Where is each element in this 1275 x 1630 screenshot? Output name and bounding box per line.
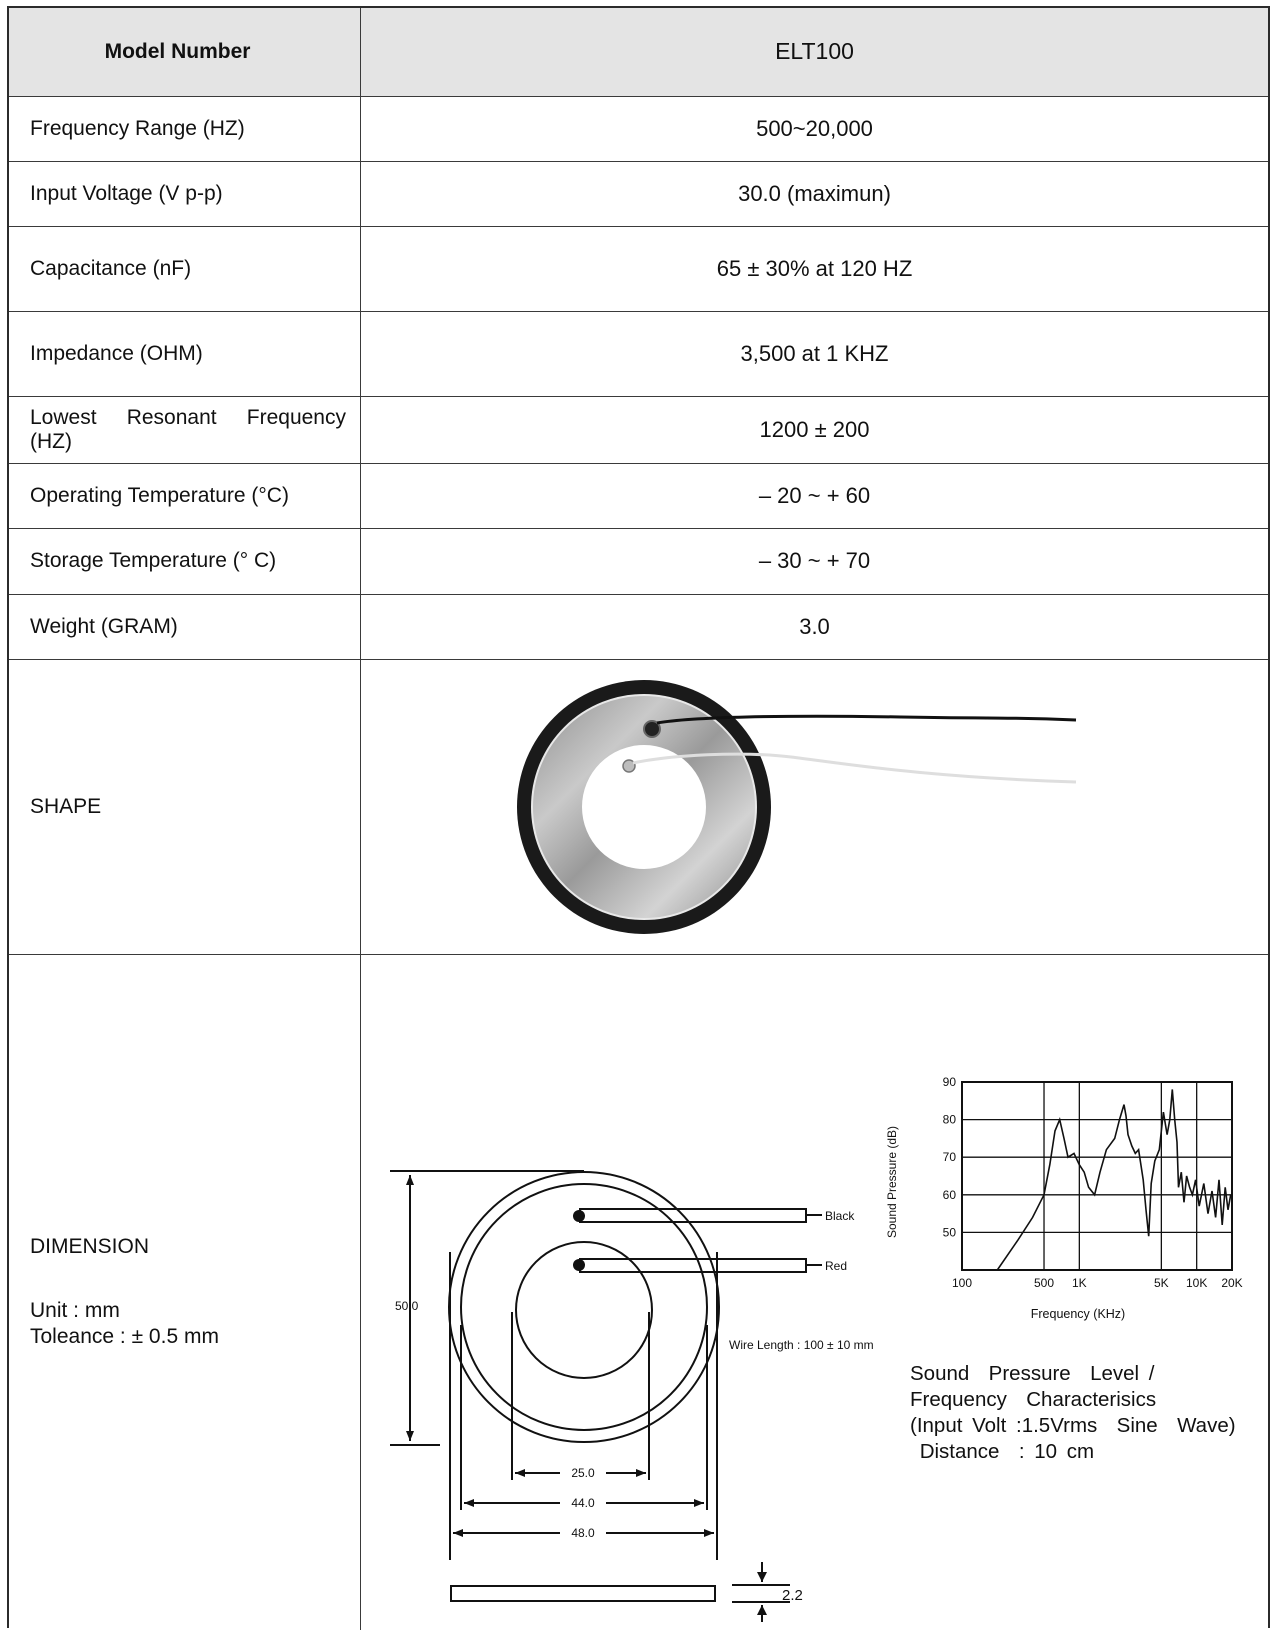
y-tick-label: 60 xyxy=(943,1188,957,1202)
plot-frame xyxy=(961,1081,1233,1271)
black-solder-point xyxy=(643,720,661,738)
spec-row: Impedance (OHM) 3,500 at 1 KHZ xyxy=(9,311,1268,397)
dimension-row: DIMENSION Unit : mm Toleance : ± 0.5 mm xyxy=(9,954,1268,1630)
x-tick-labels: 100 500 1K 5K 10K 20K xyxy=(952,1276,1243,1290)
white-wire xyxy=(632,752,1077,784)
spec-label: Frequency Range (HZ) xyxy=(9,96,361,161)
spec-label: Input Voltage (V p-p) xyxy=(9,161,361,226)
spec-row: Input Voltage (V p-p) 30.0 (maximun) xyxy=(9,161,1268,227)
header-row: Model Number ELT100 xyxy=(9,8,1268,97)
y-tick-label: 70 xyxy=(943,1150,957,1164)
spec-label: Operating Temperature (°C) xyxy=(9,463,361,528)
spec-sheet: Model Number ELT100 Frequency Range (HZ)… xyxy=(7,6,1270,1630)
chart-grid xyxy=(961,1081,1233,1271)
y-tick-label: 50 xyxy=(943,1225,957,1239)
spec-label: Impedance (OHM) xyxy=(9,311,361,396)
spec-value: 1200 ± 200 xyxy=(759,416,870,442)
outer-diameter-dimension: 48.0 xyxy=(571,1526,595,1540)
piezo-center xyxy=(582,745,706,869)
spec-value: 500~20,000 xyxy=(756,115,873,141)
spec-label: Lowest Resonant Frequency (HZ) xyxy=(30,405,346,453)
x-tick-label: 10K xyxy=(1186,1276,1207,1290)
spec-value: – 20 ~ + 60 xyxy=(758,482,871,508)
y-tick-label: 80 xyxy=(943,1113,957,1127)
spec-row: Capacitance (nF) 65 ± 30% at 120 HZ xyxy=(9,226,1268,312)
spl-caption-line: (Input Volt :1.5Vrms Sine Wave) xyxy=(910,1414,1236,1437)
spl-series-line xyxy=(996,1089,1232,1271)
black-wire-outline xyxy=(579,1208,807,1223)
black-wire xyxy=(656,714,1077,725)
shape-label: SHAPE xyxy=(9,659,361,954)
shape-photo-cell xyxy=(361,659,1268,954)
spec-value: – 30 ~ + 70 xyxy=(758,548,871,573)
side-profile xyxy=(450,1585,716,1602)
wire-length-note: Wire Length : 100 ± 10 mm xyxy=(729,1338,874,1352)
red-wire-outline xyxy=(579,1258,807,1273)
spec-row: Lowest Resonant Frequency (HZ) 1200 ± 20… xyxy=(9,396,1268,464)
dimension-label-cell: DIMENSION Unit : mm Toleance : ± 0.5 mm xyxy=(9,954,361,1630)
buzzer-photo xyxy=(517,680,1077,934)
spl-frequency-chart: 50 60 70 80 90 100 500 1K 5K 10K 20K Sound Pressu… xyxy=(885,1075,1243,1321)
height-dimension: 50.0 xyxy=(395,1299,419,1313)
y-axis-label: Sound Pressure (dB) xyxy=(885,1126,899,1238)
spec-value: 30.0 (maximun) xyxy=(738,180,891,206)
spec-value: 65 ± 30% at 120 HZ xyxy=(716,255,913,281)
spec-row: Storage Temperature (° C) – 30 ~ + 70 xyxy=(9,528,1268,595)
spec-row: Weight (GRAM) 3.0 xyxy=(9,594,1268,660)
x-axis-label: Frequency (KHz) xyxy=(1031,1307,1125,1321)
mid-diameter-dimension: 44.0 xyxy=(571,1496,595,1510)
red-wire-label: Red xyxy=(825,1259,847,1273)
spec-row: Operating Temperature (°C) – 20 ~ + 60 xyxy=(9,463,1268,529)
spec-label-wrapper: Lowest Resonant Frequency (HZ) xyxy=(9,396,361,463)
y-tick-labels: 50 60 70 80 90 xyxy=(943,1075,957,1239)
inner-circle xyxy=(515,1241,653,1379)
spl-caption-line: Distance : 10 cm xyxy=(910,1440,1095,1463)
thickness-dimension: 2.2 xyxy=(782,1587,803,1604)
outer-circle xyxy=(448,1171,720,1443)
model-number-value: ELT100 xyxy=(775,38,854,64)
x-tick-label: 5K xyxy=(1154,1276,1169,1290)
x-tick-label: 100 xyxy=(952,1276,972,1290)
spec-label: Capacitance (nF) xyxy=(9,226,361,311)
y-tick-label: 90 xyxy=(943,1075,957,1089)
spec-label: Storage Temperature (° C) xyxy=(9,528,361,594)
unit-text: Unit : mm xyxy=(30,1299,120,1322)
middle-circle xyxy=(460,1183,708,1431)
spec-value: 3.0 xyxy=(799,613,830,639)
spl-caption: Sound Pressure Level / Frequency Characte… xyxy=(910,1361,1236,1465)
spec-value: 3,500 at 1 KHZ xyxy=(740,340,889,366)
red-solder-point xyxy=(622,759,636,773)
dimension-label: DIMENSION xyxy=(30,1235,150,1258)
spl-caption-line: Sound Pressure Level / xyxy=(910,1362,1155,1385)
x-tick-label: 20K xyxy=(1221,1276,1242,1290)
shape-row: SHAPE xyxy=(9,659,1268,955)
tolerance-text: Toleance : ± 0.5 mm xyxy=(30,1325,219,1348)
x-tick-label: 1K xyxy=(1072,1276,1087,1290)
spec-label: Weight (GRAM) xyxy=(9,594,361,659)
spec-row: Frequency Range (HZ) 500~20,000 xyxy=(9,96,1268,162)
model-number-label: Model Number xyxy=(9,8,361,96)
spl-caption-line: Frequency Characterisics xyxy=(910,1388,1157,1411)
black-wire-label: Black xyxy=(825,1209,855,1223)
x-tick-label: 500 xyxy=(1034,1276,1054,1290)
inner-diameter-dimension: 25.0 xyxy=(571,1466,595,1480)
